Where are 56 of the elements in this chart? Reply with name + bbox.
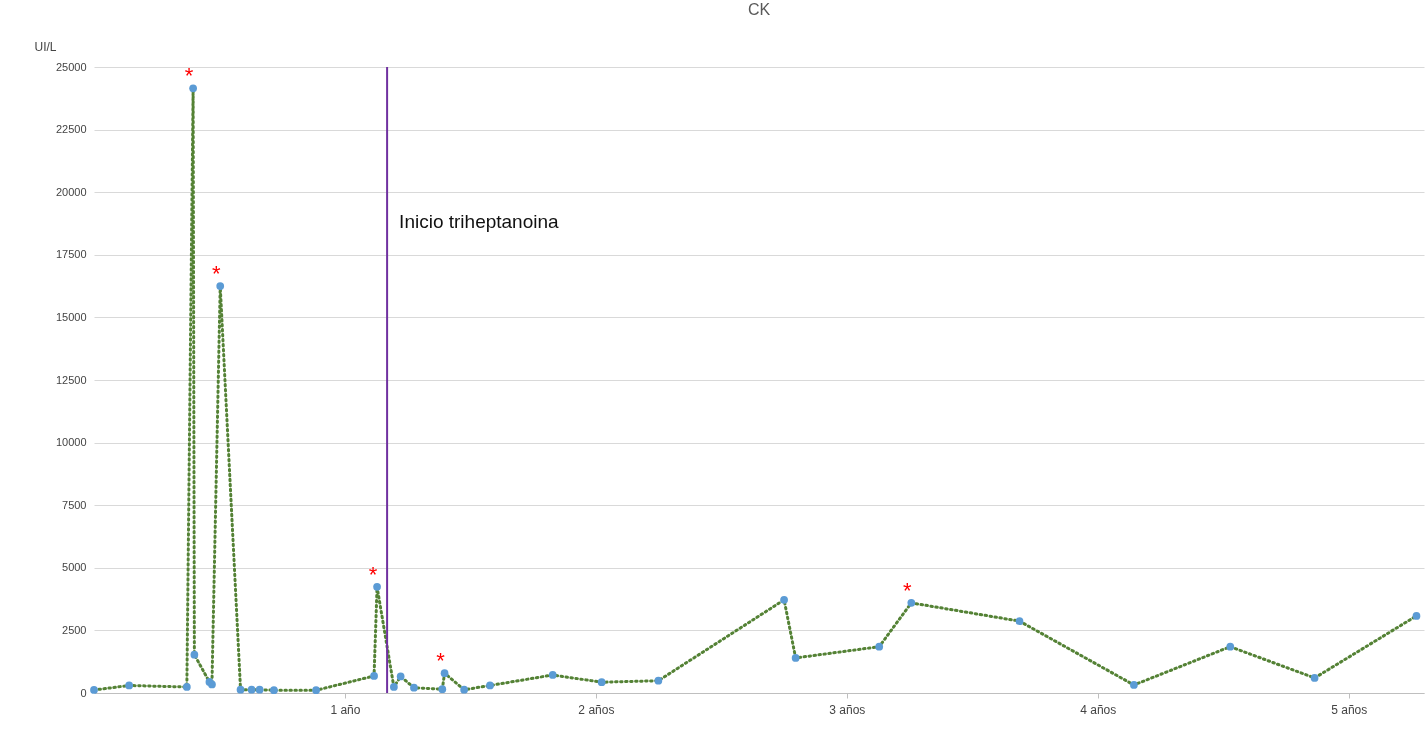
y-tick-label: 2500 <box>62 623 87 636</box>
point <box>548 671 557 679</box>
y-tick-label: 10000 <box>55 436 87 449</box>
point <box>410 683 418 692</box>
point <box>1412 612 1421 620</box>
point <box>780 595 788 604</box>
x-tick-label: 1 año <box>330 702 361 717</box>
x-tick-label: 5 años <box>1331 702 1368 717</box>
point <box>1226 642 1235 651</box>
y-tick-label: 12500 <box>55 373 87 386</box>
annotation: * <box>368 561 378 587</box>
point <box>438 685 447 694</box>
x-tick-label: 3 años <box>829 702 866 717</box>
point <box>791 654 800 662</box>
y-tick-label: 17500 <box>55 248 87 261</box>
point <box>247 685 256 694</box>
point <box>1130 681 1138 689</box>
point <box>90 686 98 694</box>
point <box>255 685 264 694</box>
annotation: * <box>903 577 913 603</box>
y-tick-label: 25000 <box>55 60 87 73</box>
y-tick-label: 0 <box>80 686 87 699</box>
point <box>396 672 405 681</box>
x-tick-label: 2 años <box>578 702 615 717</box>
ref-line-label: Inicio triheptanoina <box>399 211 560 232</box>
point <box>236 685 245 694</box>
point <box>390 683 398 691</box>
point <box>182 683 191 691</box>
annotation: * <box>436 648 446 674</box>
y-tick-label: 7500 <box>62 498 87 511</box>
point <box>460 685 469 694</box>
point <box>189 84 197 93</box>
point <box>216 282 225 290</box>
point <box>270 686 278 695</box>
point <box>486 681 494 690</box>
point <box>190 650 199 659</box>
annotation: * <box>211 261 221 287</box>
point <box>125 681 134 690</box>
point <box>440 669 449 678</box>
point <box>370 672 378 680</box>
y-tick-label: 15000 <box>55 310 87 323</box>
point <box>907 598 916 607</box>
point <box>875 642 884 651</box>
point <box>1310 674 1319 682</box>
annotation: * <box>184 63 194 89</box>
point <box>312 686 320 695</box>
point <box>373 582 381 591</box>
point <box>654 676 663 685</box>
y-axis-title: UI/L <box>34 39 57 54</box>
y-tick-label: 5000 <box>62 561 87 574</box>
y-tick-label: 22500 <box>55 123 87 136</box>
y-tick-label: 20000 <box>55 185 87 198</box>
chart-title: CK <box>747 1 771 18</box>
point <box>597 678 606 687</box>
point <box>1015 617 1024 625</box>
x-tick-label: 4 años <box>1080 702 1117 717</box>
